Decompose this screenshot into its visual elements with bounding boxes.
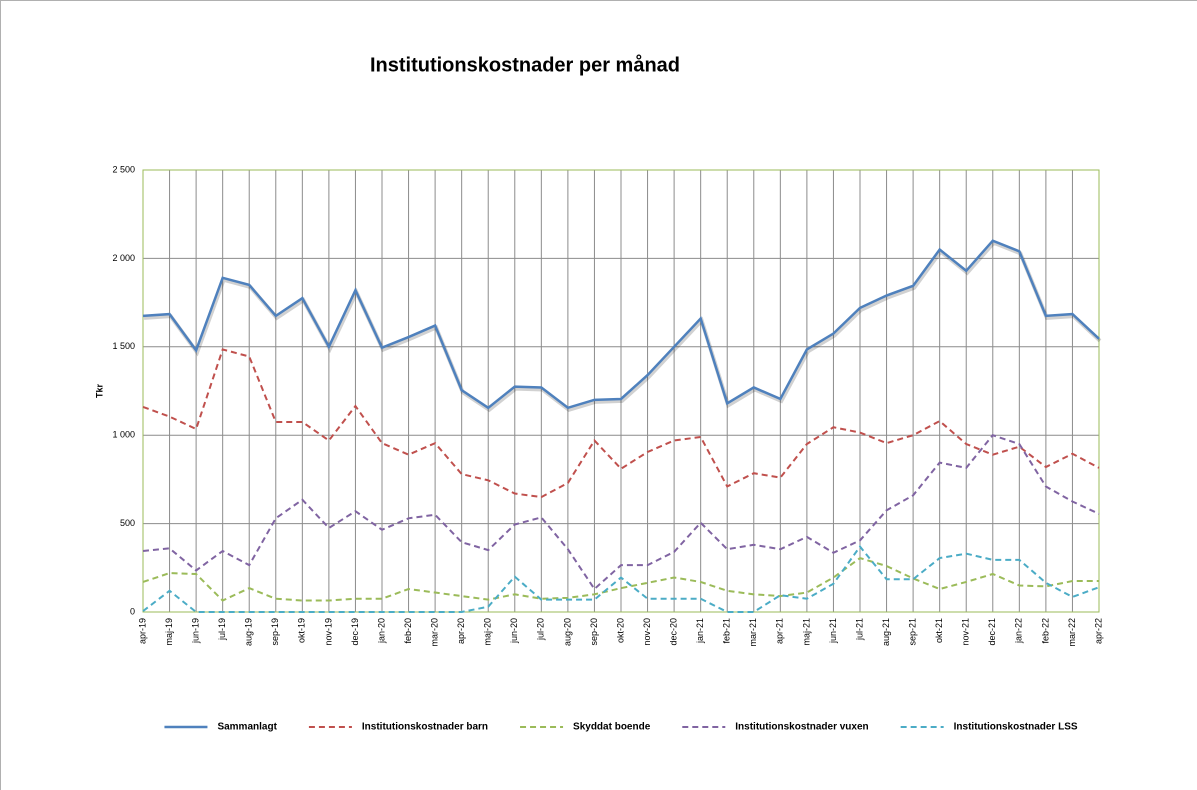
x-tick-label: mar-20 xyxy=(429,618,439,647)
x-tick-label: jul-19 xyxy=(217,618,227,641)
x-tick-label: jan-22 xyxy=(1014,618,1024,644)
series-line xyxy=(142,239,1100,410)
y-tick-label: 2 500 xyxy=(112,164,135,174)
x-tick-label: maj-19 xyxy=(164,618,174,646)
x-tick-label: mar-21 xyxy=(748,618,758,647)
legend-label: Institutionskostnader vuxen xyxy=(735,722,868,733)
x-tick-label: apr-20 xyxy=(456,618,466,644)
x-tick-label: apr-22 xyxy=(1093,618,1103,644)
x-tick-label: dec-21 xyxy=(987,618,997,646)
legend: Sammanlagt Institutionskostnader barn Skyd… xyxy=(164,722,1078,733)
x-tick-label: jan-20 xyxy=(376,618,386,644)
line-shadow xyxy=(143,240,1102,413)
x-tick-label: okt-20 xyxy=(615,618,625,643)
legend-label: Institutionskostnader LSS xyxy=(954,722,1078,733)
x-tick-label: jul-21 xyxy=(854,618,864,641)
x-tick-label: jan-21 xyxy=(695,618,705,644)
x-tick-label: mar-22 xyxy=(1067,618,1077,647)
y-axis-label: Tkr xyxy=(94,384,104,399)
x-tick-label: dec-19 xyxy=(350,618,360,646)
legend-label: Sammanlagt xyxy=(217,722,277,733)
chart-title: Institutionskostnader per månad xyxy=(370,53,680,76)
legend-label: Institutionskostnader barn xyxy=(362,722,488,733)
y-tick-label: 1 000 xyxy=(112,430,135,440)
x-tick-label: feb-22 xyxy=(1040,618,1050,644)
x-tick-label: nov-19 xyxy=(323,618,333,646)
x-tick-label: apr-21 xyxy=(775,618,785,644)
y-tick-label: 500 xyxy=(120,518,135,528)
series-line xyxy=(142,544,1100,613)
x-tick-label: aug-20 xyxy=(562,618,572,646)
legend-label: Skyddat boende xyxy=(573,722,651,733)
x-tick-label: maj-20 xyxy=(483,618,493,646)
x-tick-label: sep-19 xyxy=(270,618,280,646)
x-tick-label: okt-21 xyxy=(934,618,944,643)
y-tick-label: 2 000 xyxy=(112,253,135,263)
x-tick-label: jun-19 xyxy=(190,618,200,644)
plot-frame xyxy=(142,169,1100,613)
x-tick-label: apr-19 xyxy=(137,618,147,644)
x-tick-label: jun-21 xyxy=(828,618,838,644)
x-tick-label: nov-21 xyxy=(961,618,971,646)
x-tick-label: okt-19 xyxy=(297,618,307,643)
x-tick-label: sep-20 xyxy=(589,618,599,646)
x-tick-label: aug-19 xyxy=(244,618,254,646)
y-tick-label: 0 xyxy=(130,606,135,616)
x-tick-label: jun-20 xyxy=(509,618,519,644)
x-tick-label: dec-20 xyxy=(668,618,678,646)
y-tick-label: 1 500 xyxy=(112,341,135,351)
x-tick-label: aug-21 xyxy=(881,618,891,646)
x-tick-label: feb-20 xyxy=(403,618,413,644)
x-tick-label: maj-21 xyxy=(801,618,811,646)
series-line xyxy=(142,434,1100,591)
x-tick-label: nov-20 xyxy=(642,618,652,646)
x-tick-label: jul-20 xyxy=(536,618,546,641)
x-tick-label: sep-21 xyxy=(907,618,917,646)
x-tick-label: feb-21 xyxy=(722,618,732,644)
